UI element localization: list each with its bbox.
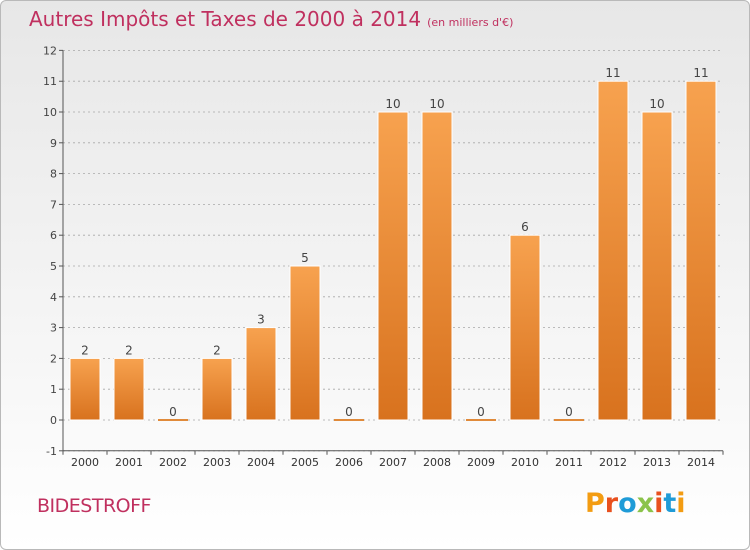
x-tick-label: 2013: [643, 456, 671, 469]
data-label: 5: [301, 251, 309, 265]
data-label: 0: [477, 405, 485, 419]
data-label: 10: [385, 97, 400, 111]
data-label: 0: [345, 405, 353, 419]
data-label: 2: [81, 343, 89, 357]
y-tick-label: -1: [46, 445, 57, 458]
x-tick-label: 2004: [247, 456, 275, 469]
x-tick-label: 2010: [511, 456, 539, 469]
logo-letter: o: [618, 488, 637, 519]
bar: [289, 265, 321, 421]
bar: [466, 419, 496, 421]
x-tick-label: 2012: [599, 456, 627, 469]
bar: [201, 357, 233, 421]
y-tick-label: 0: [50, 414, 57, 427]
data-label: 2: [213, 343, 221, 357]
y-tick-label: 4: [50, 291, 57, 304]
data-label: 0: [169, 405, 177, 419]
bar: [245, 327, 277, 421]
y-tick-label: 7: [50, 198, 57, 211]
data-label: 2: [125, 343, 133, 357]
x-tick-label: 2000: [71, 456, 99, 469]
y-tick-label: 2: [50, 352, 57, 365]
bar: [509, 234, 541, 421]
bars: [69, 80, 717, 421]
chart-title: Autres Impôts et Taxes de 2000 à 2014 (en…: [29, 7, 513, 31]
bar: [158, 419, 188, 421]
bar: [113, 357, 145, 421]
logo-letter: x: [636, 488, 655, 519]
data-label: 11: [605, 66, 620, 80]
y-tick-label: 1: [50, 383, 57, 396]
chart-title-text: Autres Impôts et Taxes de 2000 à 2014: [29, 7, 422, 31]
x-tick-label: 2014: [687, 456, 715, 469]
y-tick-label: 3: [50, 322, 57, 335]
bar: [69, 357, 101, 421]
x-tick-label: 2001: [115, 456, 143, 469]
chart-unit: (en milliers d'€): [427, 16, 514, 29]
x-tick-label: 2002: [159, 456, 187, 469]
x-tick-label: 2003: [203, 456, 231, 469]
bar: [377, 111, 409, 421]
data-label: 0: [565, 405, 573, 419]
bar: [334, 419, 364, 421]
y-tick-label: 8: [50, 168, 57, 181]
commune-name: BIDESTROFF: [37, 495, 151, 517]
y-tick-label: 5: [50, 260, 57, 273]
logo-letter: P: [585, 488, 605, 519]
data-label: 3: [257, 313, 265, 327]
proxiti-logo: Proxiti: [585, 488, 686, 519]
y-tick-label: 6: [50, 229, 57, 242]
data-label: 10: [649, 97, 664, 111]
x-tick-label: 2006: [335, 456, 363, 469]
bar: [554, 419, 584, 421]
y-tick-label: 12: [43, 44, 57, 57]
logo-letter: i: [676, 488, 686, 519]
data-label: 11: [693, 66, 708, 80]
x-tick-label: 2009: [467, 456, 495, 469]
data-label: 6: [521, 220, 529, 234]
y-tick-label: 10: [43, 106, 57, 119]
bar: [685, 80, 717, 421]
x-tick-label: 2008: [423, 456, 451, 469]
data-labels: 2 2 0 2 3 5 0 10 10 0 6 0 11 10 11: [81, 66, 708, 419]
data-label: 10: [429, 97, 444, 111]
bar: [641, 111, 673, 421]
bar: [597, 80, 629, 421]
logo-letter: t: [663, 488, 677, 519]
logo-letter: r: [604, 488, 619, 519]
x-tick-label: 2011: [555, 456, 583, 469]
y-tick-label: 11: [43, 75, 57, 88]
bar: [421, 111, 453, 421]
x-tick-label: 2005: [291, 456, 319, 469]
logo-letter: i: [654, 488, 664, 519]
y-tick-label: 9: [50, 137, 57, 150]
x-tick-label: 2007: [379, 456, 407, 469]
